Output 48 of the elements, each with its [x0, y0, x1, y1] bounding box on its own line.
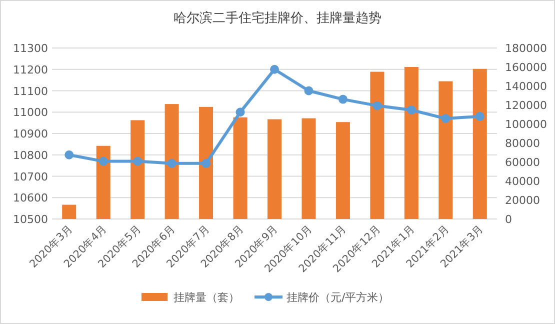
- bar: [233, 117, 248, 219]
- legend-label: 挂牌价（元/平方米）: [286, 291, 390, 304]
- bar: [370, 72, 384, 219]
- bar: [96, 146, 110, 219]
- y2-tick-label: 60000: [505, 156, 540, 169]
- point: [270, 64, 279, 74]
- point: [133, 156, 142, 166]
- point: [441, 114, 450, 124]
- bar: [268, 119, 282, 219]
- bar: [472, 68, 487, 219]
- y2-tick-label: 160000: [505, 61, 547, 74]
- bar: [302, 118, 316, 219]
- point: [304, 86, 314, 96]
- point: [202, 158, 211, 168]
- point: [98, 156, 108, 166]
- y-tick-label: 10900: [13, 128, 48, 140]
- bar: [62, 204, 76, 219]
- legend-label: 挂牌量（套）: [174, 291, 240, 304]
- y-tick-label: 11000: [13, 106, 48, 120]
- y2-tick-label: 40000: [505, 175, 540, 188]
- y-tick-label: 11100: [13, 84, 48, 98]
- y2-tick-label: 120000: [505, 99, 547, 112]
- y-tick-label: 10500: [13, 213, 48, 226]
- y2-tick-label: 0: [505, 213, 512, 226]
- y-tick-label: 11200: [13, 63, 48, 76]
- chart-title: 哈尔滨二手住宅挂牌价、挂牌量趋势: [174, 10, 382, 26]
- bar: [438, 81, 453, 219]
- y-tick-label: 10600: [13, 192, 48, 205]
- bar: [164, 104, 179, 219]
- y2-tick-label: 80000: [505, 137, 540, 150]
- point: [236, 108, 245, 117]
- y-tick-label: 11300: [13, 42, 48, 55]
- point: [406, 105, 416, 114]
- y-tick-label: 10700: [13, 170, 48, 184]
- y2-tick-label: 100000: [505, 118, 547, 131]
- y2-tick-label: 180000: [505, 42, 547, 55]
- y-tick-label: 10800: [13, 148, 48, 162]
- point: [64, 150, 74, 160]
- y2-tick-label: 20000: [505, 194, 540, 207]
- bar: [199, 106, 214, 219]
- bar: [404, 67, 418, 219]
- point: [338, 94, 348, 104]
- bar: [336, 122, 350, 219]
- y2-tick-label: 140000: [505, 80, 547, 93]
- point: [475, 112, 484, 121]
- point: [372, 101, 382, 110]
- point: [167, 158, 176, 168]
- bar: [130, 120, 145, 219]
